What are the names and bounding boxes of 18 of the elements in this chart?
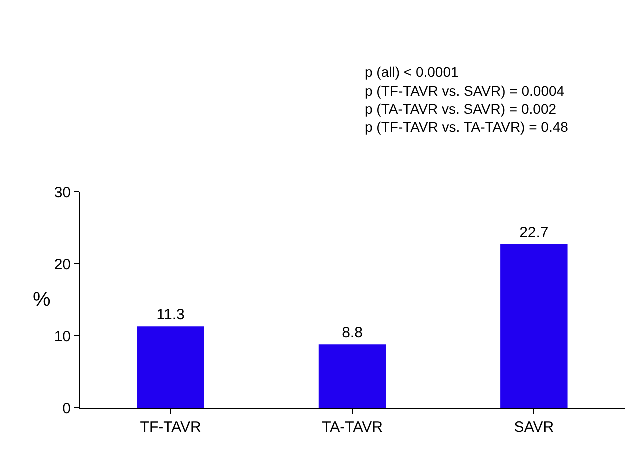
bar bbox=[318, 344, 386, 408]
x-tick-label: SAVR bbox=[514, 419, 554, 436]
text: p (TF-TAVR vs. TA-TAVR) = 0.48 bbox=[365, 119, 569, 135]
y-tick-label: 0 bbox=[62, 400, 71, 418]
data-label: 11.3 bbox=[156, 306, 185, 324]
data-label: 22.7 bbox=[520, 224, 549, 242]
x-tick-label: TF-TAVR bbox=[140, 419, 202, 436]
bar bbox=[500, 244, 568, 408]
bar bbox=[137, 326, 204, 408]
y-axis-title: % bbox=[33, 289, 51, 311]
text: p (TF-TAVR vs. SAVR) = 0.0004 bbox=[365, 83, 565, 99]
y-tick-label: 20 bbox=[54, 256, 71, 274]
text: p (all) < 0.0001 bbox=[365, 64, 459, 80]
data-label: 8.8 bbox=[342, 324, 363, 342]
y-tick-label: 10 bbox=[54, 328, 71, 346]
y-tick-label: 30 bbox=[54, 184, 71, 202]
x-tick-label: TA-TAVR bbox=[322, 419, 384, 436]
text: p (TA-TAVR vs. SAVR) = 0.002 bbox=[365, 101, 557, 117]
